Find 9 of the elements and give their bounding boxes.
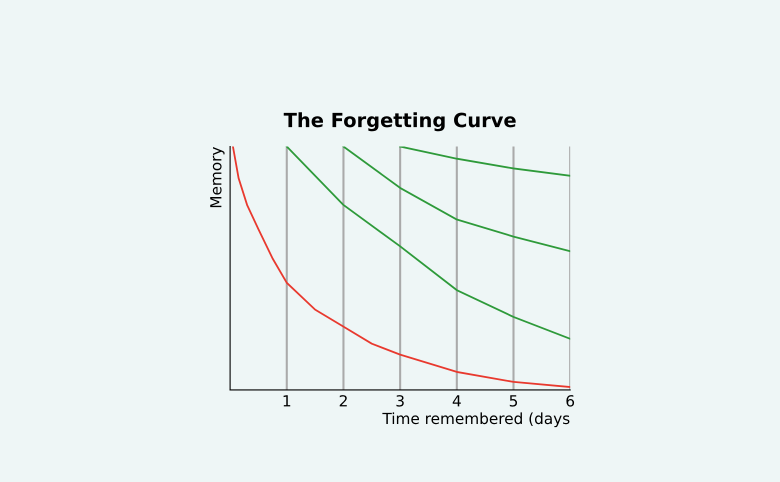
chart-title: The Forgetting Curve (284, 112, 516, 132)
x-tick-label: 4 (452, 395, 461, 406)
x-axis-title: Time remembered (days (382, 412, 570, 428)
x-tick-label: 3 (396, 395, 404, 407)
y-axis-title: Memory (210, 146, 225, 208)
x-tick-label: 2 (340, 395, 347, 406)
x-tick-label: 5 (510, 395, 518, 407)
x-tick-label: 6 (566, 395, 574, 407)
x-tick-label: 1 (284, 395, 290, 406)
